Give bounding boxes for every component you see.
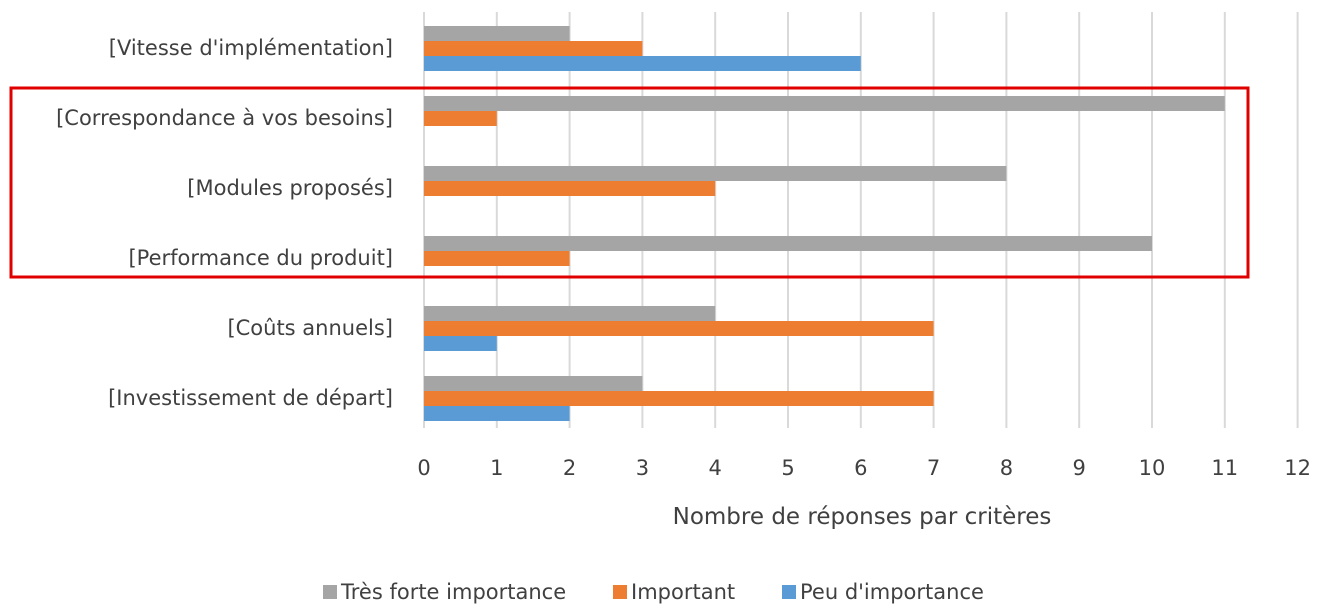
bar	[424, 56, 861, 71]
bar	[424, 181, 716, 196]
bar	[424, 236, 1152, 251]
x-tick-label: 2	[563, 456, 576, 480]
bar	[424, 376, 643, 391]
bars	[424, 26, 1225, 421]
category-label: [Vitesse d'implémentation]	[109, 36, 393, 60]
x-tick-label: 11	[1211, 456, 1238, 480]
legend-swatch	[782, 585, 796, 599]
x-tick-labels: 0 1 2 3 4 5 6 7 8 9 10 11 12	[417, 456, 1311, 480]
x-tick-label: 1	[490, 456, 503, 480]
bar	[424, 306, 716, 321]
legend-swatch	[323, 585, 337, 599]
x-axis-title: Nombre de réponses par critères	[673, 504, 1052, 530]
legend-label: Très forte importance	[340, 580, 566, 604]
category-label: [Correspondance à vos besoins]	[56, 106, 393, 130]
bar	[424, 406, 570, 421]
x-tick-label: 0	[417, 456, 430, 480]
x-tick-label: 12	[1284, 456, 1311, 480]
gridlines	[423, 12, 1299, 428]
legend-label: Important	[631, 580, 735, 604]
x-tick-label: 4	[709, 456, 722, 480]
category-label: [Coûts annuels]	[227, 316, 393, 340]
bar	[424, 251, 570, 266]
highlight-box	[9, 86, 1250, 279]
legend: Très forte importance Important Peu d'impo…	[323, 580, 984, 604]
bar	[424, 336, 497, 351]
bar	[424, 391, 934, 406]
category-label: [Modules proposés]	[187, 176, 393, 200]
x-tick-label: 9	[1073, 456, 1086, 480]
bar	[424, 41, 643, 56]
x-tick-label: 3	[636, 456, 649, 480]
legend-label: Peu d'importance	[800, 580, 984, 604]
bar	[424, 166, 1007, 181]
x-tick-label: 5	[781, 456, 794, 480]
legend-swatch	[613, 585, 627, 599]
bar	[424, 111, 497, 126]
bar	[424, 321, 934, 336]
x-tick-label: 6	[854, 456, 867, 480]
bar	[424, 96, 1225, 111]
x-tick-label: 7	[927, 456, 940, 480]
x-tick-label: 8	[1000, 456, 1013, 480]
bar	[424, 26, 570, 41]
x-tick-label: 10	[1139, 456, 1166, 480]
category-labels: [Vitesse d'implémentation] [Correspondanc…	[56, 36, 393, 410]
category-label: [Performance du produit]	[128, 246, 393, 270]
category-label: [Investissement de départ]	[108, 386, 393, 410]
